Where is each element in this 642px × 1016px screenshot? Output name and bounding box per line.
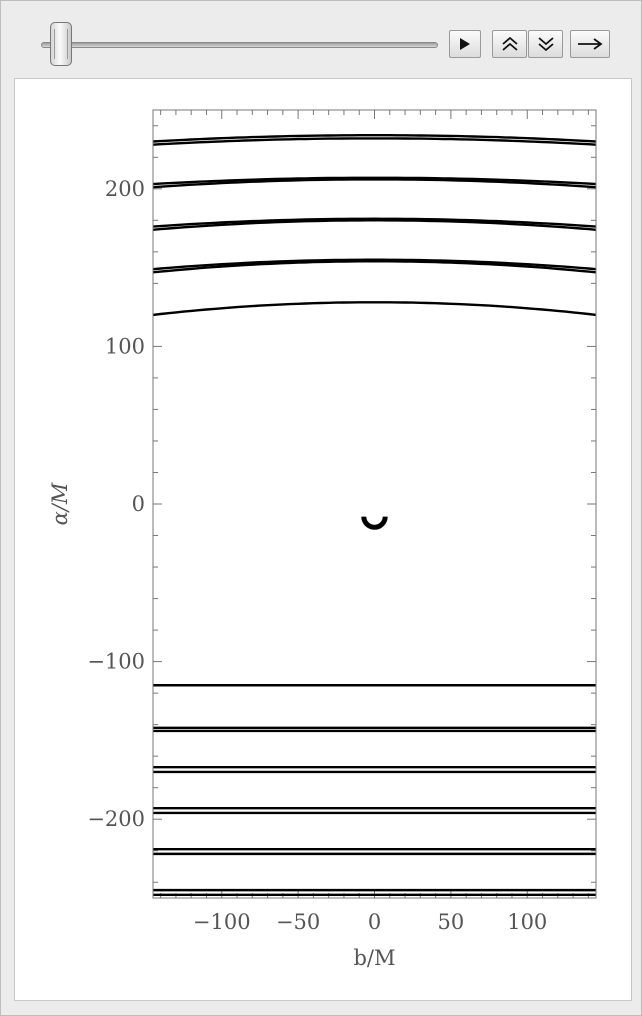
y-tick-label: 100	[105, 334, 145, 358]
x-tick-label: 0	[368, 910, 381, 934]
curve-line	[152, 260, 597, 274]
upper-curves	[152, 134, 597, 317]
x-tick-label: −100	[193, 910, 251, 934]
y-tick-label: 0	[132, 492, 145, 516]
y-tick-labels: −200 −100 0 100 200	[87, 177, 145, 831]
play-icon	[460, 38, 470, 50]
chart: −100 −50 0 50 100 −200 −100 0 100 200 b/M α/M	[48, 109, 597, 970]
curve-line	[152, 301, 597, 317]
x-tick-labels: −100 −50 0 50 100	[193, 910, 547, 934]
x-tick-label: −50	[276, 910, 320, 934]
frame-ticks	[153, 110, 596, 898]
double-chevron-down-icon	[537, 37, 554, 52]
slower-button[interactable]	[528, 30, 563, 58]
faster-button[interactable]	[492, 30, 527, 58]
direction-button[interactable]	[570, 30, 610, 58]
y-tick-label: 200	[105, 177, 145, 201]
slider-thumb[interactable]	[50, 22, 72, 66]
curve-line	[152, 134, 597, 143]
center-arc	[361, 516, 388, 530]
curve-line	[152, 176, 597, 186]
right-arrow-icon	[578, 38, 603, 50]
center-shape-group	[361, 516, 388, 530]
double-chevron-up-icon	[501, 36, 518, 51]
plot-frame	[152, 109, 597, 899]
y-axis-label: α/M	[48, 482, 72, 525]
x-axis-label: b/M	[353, 946, 395, 970]
curve-line	[152, 219, 597, 231]
curve-line	[152, 217, 597, 228]
y-tick-label: −200	[87, 807, 145, 831]
curve-line	[152, 137, 597, 146]
y-tick-label: −100	[87, 650, 145, 674]
plot-panel: −100 −50 0 50 100 −200 −100 0 100 200 b/M α/M	[14, 78, 632, 1001]
curve-line	[152, 258, 597, 271]
x-tick-label: 100	[507, 910, 547, 934]
curve-line	[152, 178, 597, 189]
x-tick-label: 50	[438, 910, 465, 934]
slider-track[interactable]	[41, 42, 438, 48]
play-button[interactable]	[449, 30, 481, 58]
lower-lines	[153, 684, 596, 897]
